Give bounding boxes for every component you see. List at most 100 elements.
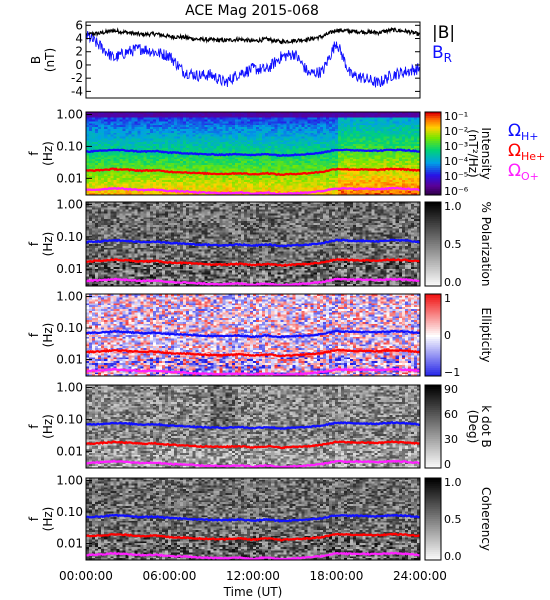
heatmap-cell [128, 132, 132, 136]
heatmap-cell [104, 134, 108, 137]
heatmap-cell [104, 123, 108, 126]
heatmap-cell [86, 112, 90, 115]
heatmap-cell [265, 128, 269, 132]
heatmap-cell [152, 142, 157, 145]
heatmap-cell [262, 170, 266, 173]
heatmap-cell [198, 162, 202, 166]
heatmap-cell [152, 147, 157, 151]
heatmap-cell [234, 166, 239, 169]
heatmap-cell [92, 166, 96, 169]
heatmap-cell [149, 142, 154, 145]
heatmap-cell [222, 144, 227, 147]
heatmap-cell [116, 166, 120, 169]
heatmap-cell [237, 140, 242, 143]
heatmap-cell [219, 168, 224, 171]
heatmap-cell [246, 155, 251, 158]
heatmap-cell [122, 138, 126, 141]
heatmap-cell [225, 159, 230, 162]
heatmap-cell [249, 187, 254, 190]
heatmap-cell [143, 147, 148, 151]
heatmap-cell [210, 181, 214, 185]
heatmap-cell [274, 136, 278, 139]
heatmap-cell [155, 145, 160, 149]
heatmap-cell [210, 127, 214, 130]
heatmap-cell [243, 119, 248, 122]
heatmap-cell [210, 132, 214, 136]
heatmap-cell [174, 149, 178, 153]
heatmap-cell [164, 181, 169, 185]
heatmap-cell [161, 174, 166, 177]
heatmap-cell [134, 162, 139, 166]
heatmap-cell [180, 166, 184, 169]
heatmap-cell [116, 113, 120, 117]
heatmap-cell [92, 159, 96, 162]
heatmap-cell [155, 125, 160, 128]
heatmap-cell [180, 153, 184, 156]
heatmap-cell [189, 193, 193, 196]
heatmap-cell [243, 130, 248, 134]
heatmap-cell [256, 128, 260, 132]
heatmap-cell [225, 147, 230, 151]
heatmap-cell [146, 142, 151, 145]
heatmap-cell [189, 149, 193, 153]
heatmap-cell [265, 185, 269, 188]
heatmap-cell [134, 191, 139, 194]
heatmap-cell [280, 119, 284, 122]
heatmap-cell [259, 112, 263, 115]
heatmap-cell [262, 119, 266, 122]
heatmap-cell [143, 145, 148, 149]
heatmap-cell [177, 149, 181, 153]
heatmap-cell [225, 149, 230, 153]
heatmap-cell [107, 125, 111, 128]
heatmap-cell [180, 132, 184, 136]
heatmap-cell [158, 181, 163, 185]
heatmap-cell [225, 125, 230, 128]
heatmap-cell [262, 123, 266, 126]
heatmap-cell [268, 127, 272, 130]
heatmap-cell [95, 125, 99, 128]
heatmap-cell [152, 191, 157, 194]
heatmap-cell [86, 127, 90, 130]
heatmap-cell [198, 189, 202, 192]
heatmap-cell [149, 138, 154, 141]
heatmap-cell [146, 125, 151, 128]
heatmap-cell [192, 183, 196, 186]
heatmap-cell [122, 166, 126, 169]
heatmap-cell [189, 170, 193, 173]
heatmap-cell [101, 176, 105, 179]
heatmap-cell [234, 138, 239, 141]
heatmap-cell [198, 119, 202, 122]
heatmap-cell [101, 144, 105, 147]
heatmap-cell [171, 115, 175, 119]
heatmap-cell [207, 170, 211, 173]
heatmap-cell [210, 193, 214, 196]
heatmap-cell [113, 162, 117, 166]
heatmap-cell [222, 138, 227, 141]
heatmap-cell [101, 119, 105, 122]
heatmap-cell [116, 193, 120, 196]
heatmap-cell [198, 155, 202, 158]
heatmap-cell [225, 176, 230, 179]
heatmap-cell [183, 164, 187, 168]
heatmap-cell [140, 145, 145, 149]
heatmap-cell [207, 187, 211, 190]
heatmap-cell [204, 134, 208, 137]
heatmap-cell [253, 145, 257, 149]
heatmap-cell [122, 189, 126, 192]
heatmap-cell [246, 142, 251, 145]
heatmap-cell [207, 174, 211, 177]
heatmap-cell [95, 147, 99, 151]
heatmap-cell [95, 166, 99, 169]
heatmap-cell [125, 193, 129, 196]
heatmap-cell [177, 115, 181, 119]
heatmap-cell [146, 162, 151, 166]
heatmap-cell [192, 128, 196, 132]
heatmap-cell [256, 119, 260, 122]
heatmap-cell [219, 155, 224, 158]
heatmap-cell [274, 127, 278, 130]
heatmap-cell [240, 127, 245, 130]
heatmap-cell [131, 185, 135, 188]
heatmap-cell [128, 123, 132, 126]
heatmap-cell [192, 145, 196, 149]
heatmap-cell [195, 157, 199, 160]
